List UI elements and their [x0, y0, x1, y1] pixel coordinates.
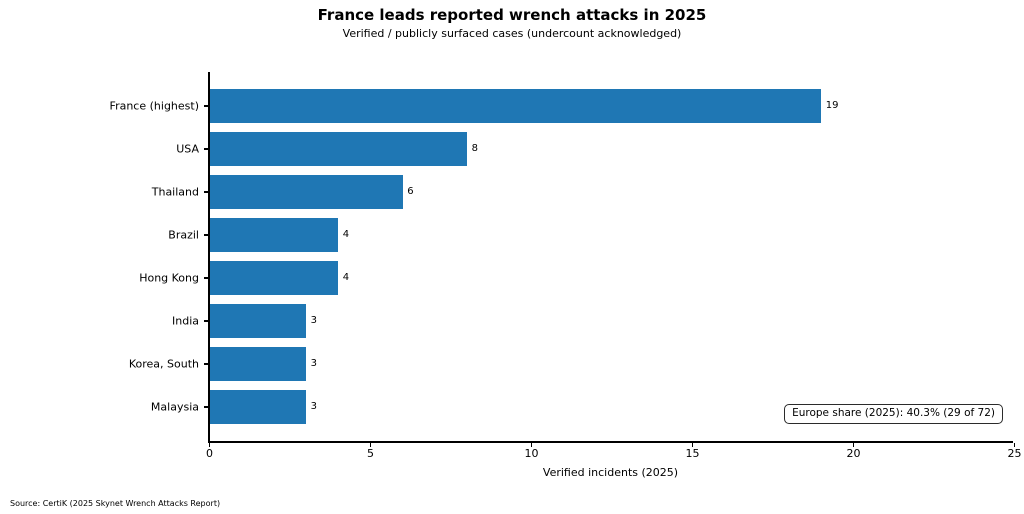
category-label: Thailand — [151, 185, 199, 199]
category-label: Hong Kong — [139, 271, 199, 285]
chart-subtitle: Verified / publicly surfaced cases (unde… — [342, 27, 682, 40]
y-tick-mark — [204, 363, 208, 365]
category-label: USA — [176, 142, 199, 156]
bar-value-label: 6 — [407, 185, 414, 197]
x-tick-mark — [852, 442, 855, 447]
category-label: Korea, South — [128, 357, 199, 371]
bar-value-label: 4 — [342, 228, 350, 240]
category-label: Malaysia — [150, 400, 199, 414]
x-tick-label: 5 — [367, 447, 374, 460]
y-tick-mark — [204, 406, 208, 408]
x-tick-label: 15 — [685, 447, 700, 460]
annotation-box: Europe share (2025): 40.3% (29 of 72) — [784, 404, 1003, 424]
bar-value-label: 19 — [825, 99, 839, 111]
bar-france-highest- — [209, 88, 822, 124]
x-axis-label: Verified incidents (2025) — [542, 466, 679, 479]
chart-title: France leads reported wrench attacks in … — [317, 6, 707, 24]
y-tick-mark — [204, 320, 208, 322]
y-tick-mark — [204, 277, 208, 279]
bar-usa — [209, 131, 468, 167]
x-tick-label: 20 — [846, 447, 861, 460]
plot-area: France (highest) 19 USA 8 Thailand 6 Brazil 4 Ho… — [110, 72, 1022, 459]
x-tick-mark — [691, 442, 694, 447]
x-tick-mark — [369, 442, 372, 447]
x-tick-label: 25 — [1007, 447, 1022, 460]
bar-hong-kong — [209, 260, 339, 296]
bar-value-label: 3 — [310, 358, 317, 370]
bar-value-label: 3 — [310, 315, 317, 326]
bar-value-label: 3 — [310, 401, 317, 413]
x-axis-spine — [208, 441, 1013, 443]
y-tick-mark — [204, 105, 208, 107]
bar-value-label: 4 — [342, 272, 350, 283]
y-axis-spine — [208, 72, 210, 441]
x-tick-mark — [1013, 442, 1016, 447]
y-tick-mark — [204, 148, 208, 150]
source-note: Source: CertiK (2025 Skynet Wrench Attac… — [10, 499, 221, 508]
category-label: Brazil — [168, 228, 199, 242]
x-tick-label: 0 — [206, 447, 213, 460]
x-tick-mark — [208, 442, 211, 447]
category-label: India — [172, 314, 199, 328]
bar-brazil — [209, 217, 339, 253]
bar-value-label: 8 — [471, 142, 478, 154]
bar-korea-south — [209, 346, 307, 382]
y-tick-mark — [204, 234, 208, 236]
x-tick-label: 10 — [524, 447, 539, 460]
category-label: France (highest) — [109, 99, 199, 113]
bar-india — [209, 303, 307, 339]
y-tick-mark — [204, 191, 208, 193]
bar-thailand — [209, 174, 403, 210]
x-tick-mark — [530, 442, 533, 447]
bar-malaysia — [209, 389, 307, 425]
